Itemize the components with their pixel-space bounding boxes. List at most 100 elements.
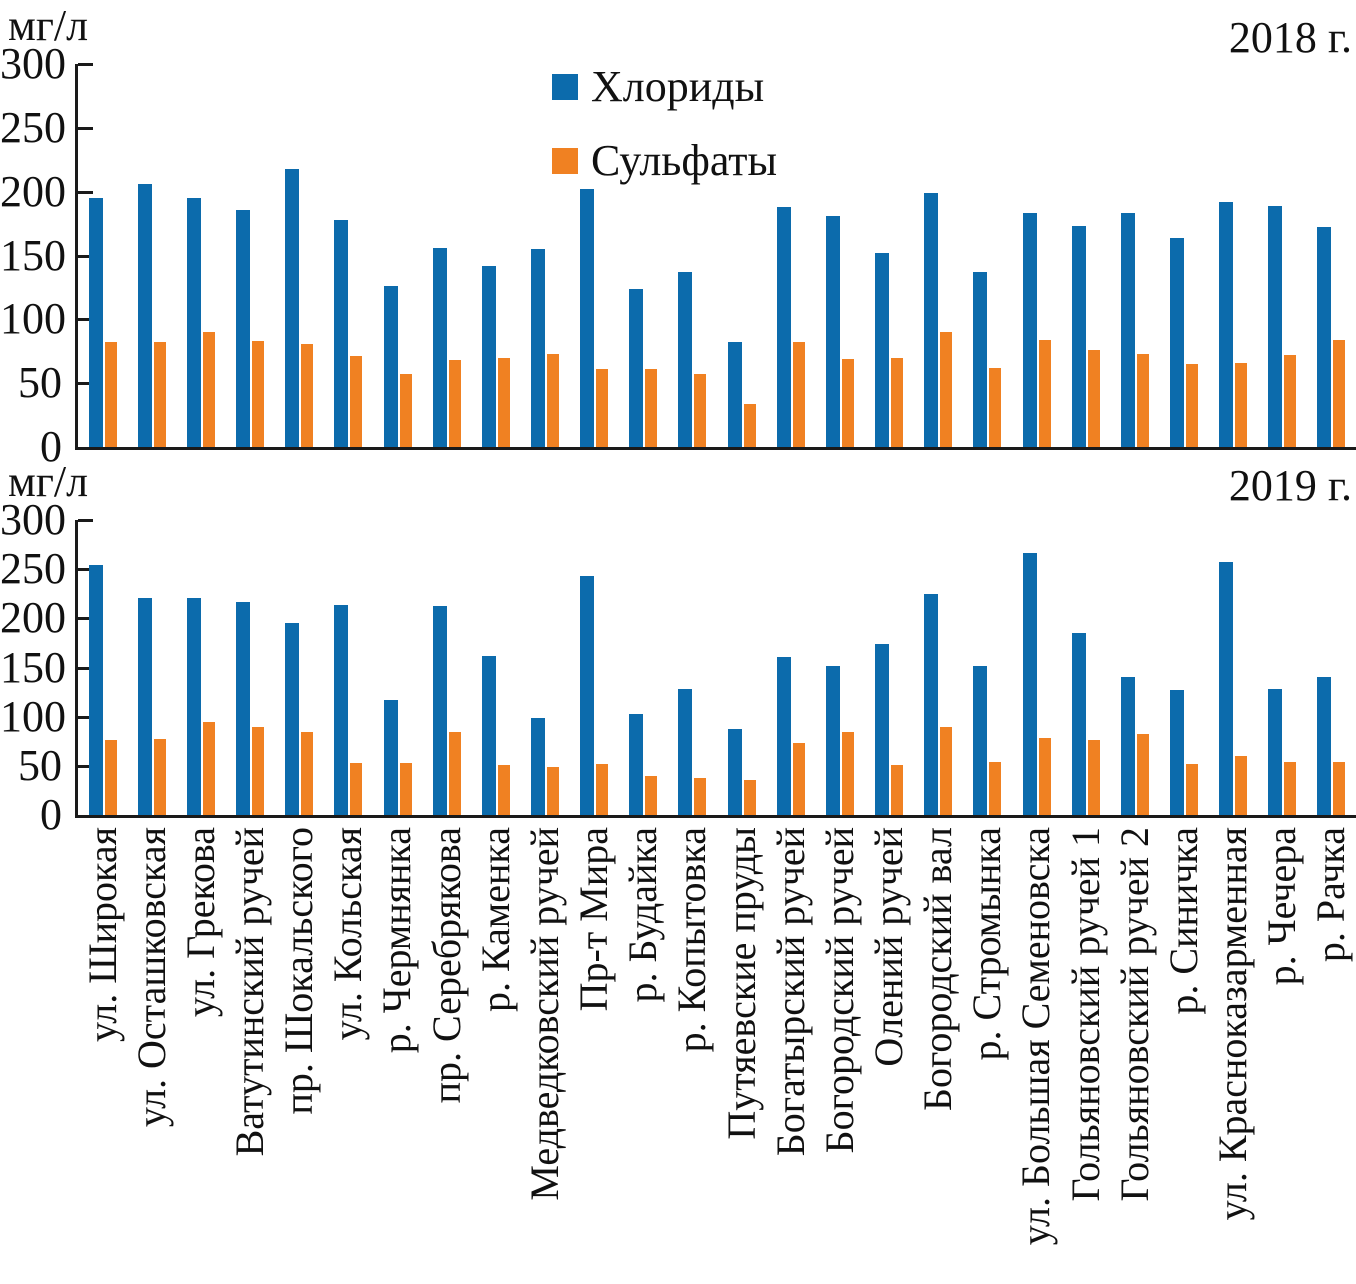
bar-sulfates [891,357,903,447]
x-axis-label: Олений ручей [866,827,912,1067]
bar-chlorides [88,565,103,815]
bar-sulfates [645,775,658,815]
y-tick-mark [78,568,93,572]
y-tick-mark [78,382,93,386]
bar-chlorides [629,288,644,447]
y-tick-label: 100 [0,294,66,344]
x-label-slot: Гольяновский ручей 2 [1110,827,1159,1284]
y-tick-label: 150 [0,230,66,280]
bar-chlorides [137,184,152,447]
bar-chlorides [186,198,201,447]
bar-chlorides [973,272,988,447]
bar-chlorides [678,272,693,447]
x-axis-label: р. Синичка [1160,827,1206,1015]
x-axis-label: Пр-т Мира [571,827,617,1012]
y-tick-mark [78,254,93,258]
x-axis-label: Гольяновский ручей 1 [1062,827,1108,1202]
y-tick-label: 100 [0,691,66,741]
x-label-slot: ул. Широкая [78,827,127,1284]
bar-sulfates [252,726,264,815]
y-tick-label: 200 [0,593,66,643]
bar-chlorides [1022,213,1037,447]
bar-chlorides [776,656,791,815]
bar-chlorides [1170,237,1184,447]
bar-sulfates [202,721,215,815]
bar-chlorides [1219,562,1234,815]
bar-chlorides [186,597,201,815]
bar-chlorides [973,665,988,815]
y-tick-mark [78,666,93,670]
bar-sulfates [1333,761,1346,815]
y-tick-label: 0 [40,422,62,471]
bar-chlorides [924,192,939,447]
bar-chlorides [1268,205,1283,447]
x-axis-label: Гольяновский ручей 2 [1111,827,1157,1202]
x-axis-label: р. Рачка [1308,827,1354,963]
x-axis-label: пр. Серебрякова [423,827,469,1104]
bar-sulfates [448,360,461,447]
bar-sulfates [448,732,461,815]
y-tick-label: 50 [18,358,62,408]
bar-chlorides [1120,213,1135,447]
chlorides-label: Хлориды [591,62,765,111]
chart-title-2018: 2018 г. [1228,13,1352,62]
bar-chlorides [1120,677,1135,815]
x-label-slot: пр. Серебрякова [422,827,471,1284]
bar-chlorides [1022,552,1037,816]
bar-sulfates [1087,350,1100,447]
bar-chlorides [531,717,545,815]
y-tick-label: 150 [0,642,66,692]
bar-sulfates [1038,738,1051,815]
bar-chlorides [924,593,939,816]
bar-sulfates [792,743,805,815]
bar-chlorides [236,601,250,815]
bar-chlorides [1071,226,1086,447]
y-tick-mark [78,715,93,719]
x-axis-label: р. Будайка [620,827,666,1003]
bar-sulfates [547,766,559,815]
bar-sulfates [1136,353,1149,447]
bar-chlorides [875,252,889,447]
x-label-slot: пр. Шокальского [275,827,324,1284]
legend: Хлориды Сульфаты [552,62,778,212]
x-axis-label: Ватутинский ручей [227,827,273,1157]
x-label-slot: Олений ручей [865,827,914,1284]
x-label-slot: Гольяновский ручей 1 [1061,827,1110,1284]
sulfates-label: Сульфаты [591,136,778,186]
bar-sulfates [399,762,412,815]
bar-sulfates [350,356,363,447]
bar-sulfates [497,764,510,816]
bar-sulfates [1284,355,1297,447]
bar-sulfates [1038,339,1051,447]
x-axis [75,815,1356,818]
bar-sulfates [1087,740,1100,815]
bar-sulfates [1235,756,1248,815]
x-label-slot: Богородский ручей [815,827,864,1284]
bar-chlorides [383,286,398,447]
bar-chlorides [285,168,300,447]
bar-chlorides [727,728,742,815]
bar-chlorides [334,219,349,447]
x-label-slot: р. Копытовка [668,827,717,1284]
bar-chlorides [432,247,447,447]
x-axis-label: р. Стромынка [964,827,1010,1061]
x-label-slot: р. Чермнянка [373,827,422,1284]
y-axis [75,64,78,450]
bar-sulfates [1186,364,1198,447]
x-label-slot: ул. Кольская [324,827,373,1284]
bar-sulfates [940,726,953,815]
x-axis-label: Путяевские пруды [718,827,764,1140]
y-tick-mark [78,126,93,130]
y-tick-label: 300 [0,39,66,88]
bar-chlorides [678,689,693,815]
x-axis-label: ул. Большая Семеновска [1013,827,1059,1246]
bar-chlorides [531,249,545,447]
bar-chlorides [285,623,300,816]
bar-sulfates [596,369,609,447]
x-label-slot: Путяевские пруды [717,827,766,1284]
y-axis-unit-label-2019: мг/л [8,457,89,506]
x-axis-label: Богородский вал [915,827,961,1112]
x-axis [75,447,1356,450]
x-axis-label: р. Копытовка [669,827,715,1053]
bar-chlorides [481,655,496,815]
